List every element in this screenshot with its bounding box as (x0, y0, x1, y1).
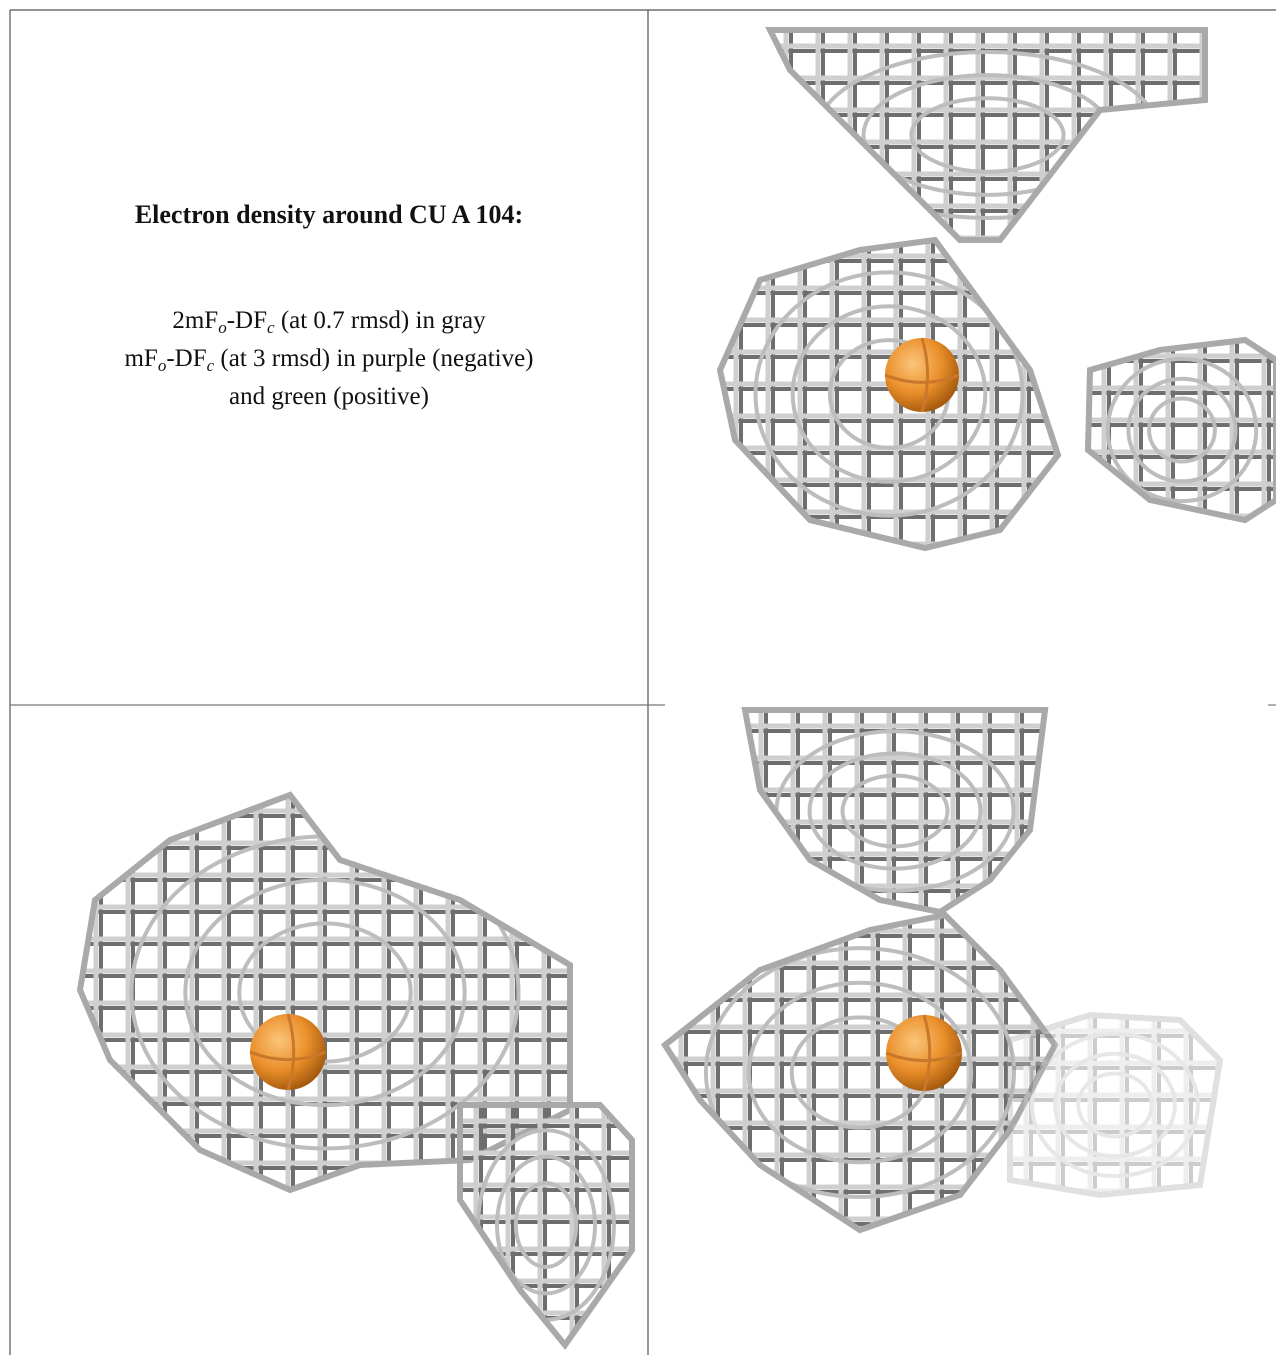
mesh-contour (807, 751, 983, 871)
copper-atom (885, 1014, 963, 1092)
mesh (1007, 1011, 1224, 1199)
mesh-edge (661, 911, 1059, 1234)
mesh (1084, 336, 1276, 524)
text: 2mF (172, 307, 219, 334)
text: -DF (226, 307, 268, 334)
mesh-grid (720, 240, 1058, 548)
subscript: c (267, 318, 275, 337)
mesh-grid (745, 710, 1045, 912)
mesh-contour (746, 980, 974, 1165)
text: mF (124, 345, 158, 372)
mesh (661, 911, 1059, 1234)
mesh-contour (513, 1181, 579, 1269)
atom-sphere (250, 1014, 326, 1090)
mesh-contour (790, 304, 988, 484)
text: and green (positive) (229, 383, 429, 410)
copper-atom (884, 337, 960, 413)
mesh-edge (76, 791, 573, 1194)
caption: Electron density around CU A 104: 2mFo-D… (12, 200, 646, 416)
atom-sphere (886, 1015, 962, 1091)
copper-atom (249, 1013, 327, 1091)
legend-line: and green (positive) (12, 378, 646, 416)
mesh-contour (703, 946, 1017, 1199)
atom-wire (884, 337, 960, 413)
mesh-contour (183, 877, 467, 1108)
caption-title: Electron density around CU A 104: (134, 200, 524, 229)
mesh-contour (1147, 396, 1217, 464)
mesh-grid (1088, 340, 1276, 520)
mesh (76, 791, 573, 1194)
mesh-contour (494, 1154, 598, 1296)
mesh-contour (753, 270, 1025, 518)
mesh-contour (1053, 1051, 1177, 1159)
subscript: o (157, 356, 167, 375)
mesh-edge (716, 236, 1062, 552)
mesh (716, 236, 1062, 552)
mesh-contour (1076, 1071, 1154, 1139)
mesh-contour (1105, 356, 1259, 504)
mesh-grid (1010, 1015, 1220, 1195)
subscript: c (206, 356, 215, 375)
atom-sphere (885, 338, 959, 412)
mesh-edge (457, 1102, 635, 1350)
text: -DF (166, 345, 207, 372)
text: (at 3 rmsd) in purple (negative) (214, 345, 534, 372)
mesh (765, 27, 1208, 243)
mesh-contour (909, 96, 1066, 174)
mesh-edge (741, 707, 1049, 916)
mesh-contour (1126, 376, 1238, 484)
atom-wire (249, 1013, 327, 1091)
mesh-edge (1084, 336, 1276, 524)
mesh-contour (1030, 1031, 1200, 1179)
atom-wire (885, 1014, 963, 1092)
text: (at 0.7 rmsd) in gray (274, 307, 486, 334)
mesh-contour (840, 773, 950, 849)
legend-line: 2mFo-DFc (at 0.7 rmsd) in gray (12, 302, 646, 340)
mesh-contour (237, 921, 413, 1064)
mesh-edge (765, 27, 1208, 243)
mesh-grid (770, 30, 1205, 240)
mesh (741, 707, 1049, 916)
mesh-edge (1007, 1011, 1224, 1199)
mesh-grid (665, 915, 1055, 1230)
legend-line: mFo-DFc (at 3 rmsd) in purple (negative) (12, 340, 646, 378)
subscript: o (218, 318, 227, 337)
